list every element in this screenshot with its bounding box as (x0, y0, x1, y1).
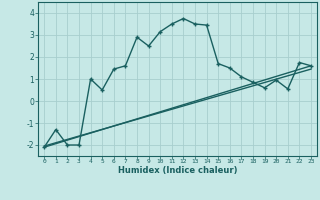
X-axis label: Humidex (Indice chaleur): Humidex (Indice chaleur) (118, 166, 237, 175)
